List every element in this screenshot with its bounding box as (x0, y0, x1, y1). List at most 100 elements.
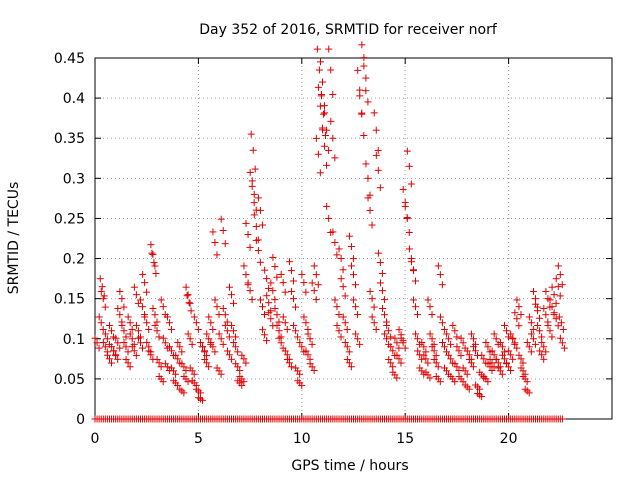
data-point (354, 66, 362, 74)
data-point (174, 381, 182, 389)
data-point (150, 259, 158, 267)
data-point (356, 340, 364, 348)
data-point (405, 228, 413, 236)
data-point (232, 343, 240, 351)
data-point (265, 284, 273, 292)
data-point (490, 363, 498, 371)
data-point (180, 389, 188, 397)
data-point (267, 315, 275, 323)
data-point (265, 309, 273, 317)
data-point (145, 325, 153, 333)
data-point (151, 311, 159, 319)
data-point (343, 343, 351, 351)
data-point (542, 348, 550, 356)
data-point (352, 330, 360, 338)
data-point (492, 335, 500, 343)
data-point (343, 355, 351, 363)
data-point (536, 327, 544, 335)
data-point (451, 360, 459, 368)
data-point (488, 367, 496, 375)
data-point (182, 367, 190, 375)
data-point (306, 360, 314, 368)
data-point (329, 134, 337, 142)
data-point (180, 372, 188, 380)
data-point (275, 318, 283, 326)
data-point (511, 339, 519, 347)
data-point (399, 185, 407, 193)
data-point (312, 271, 320, 279)
x-tick-label: 5 (194, 431, 203, 447)
data-point (370, 109, 378, 117)
data-point (529, 325, 537, 333)
data-point (99, 295, 107, 303)
x-tick-label: 10 (293, 431, 311, 447)
data-point (414, 335, 422, 343)
data-point (120, 303, 128, 311)
y-tick-label: 0.15 (54, 292, 85, 308)
data-point (124, 313, 132, 321)
data-point (211, 348, 219, 356)
data-point (178, 348, 186, 356)
data-point (559, 325, 567, 333)
data-point (465, 355, 473, 363)
data-point (449, 321, 457, 329)
data-point (341, 319, 349, 327)
data-point (174, 338, 182, 346)
data-point (409, 267, 417, 275)
data-point (343, 325, 351, 333)
data-point (153, 355, 161, 363)
data-point (263, 275, 271, 283)
data-point (372, 151, 380, 159)
data-point (358, 41, 366, 49)
data-point (143, 288, 151, 296)
data-point (364, 98, 372, 106)
data-point (283, 355, 291, 363)
data-point (114, 304, 122, 312)
data-point (527, 319, 535, 327)
data-point (120, 327, 128, 335)
data-point (99, 338, 107, 346)
data-point (507, 330, 515, 338)
data-point (187, 307, 195, 315)
data-point (213, 364, 221, 372)
data-point (205, 335, 213, 343)
data-point (186, 335, 194, 343)
data-point (381, 311, 389, 319)
data-point (428, 343, 436, 351)
data-point (296, 370, 304, 378)
data-point (153, 327, 161, 335)
data-point (370, 303, 378, 311)
data-point (455, 372, 463, 380)
data-point (101, 330, 109, 338)
data-point (441, 364, 449, 372)
data-point (397, 359, 405, 367)
data-point (513, 315, 521, 323)
tick-layer (94, 57, 612, 420)
data-point (244, 230, 252, 238)
data-point (126, 363, 134, 371)
data-point (399, 339, 407, 347)
data-point (248, 177, 256, 185)
data-point (457, 352, 465, 360)
data-point (507, 351, 515, 359)
data-point (93, 339, 101, 347)
data-point (447, 372, 455, 380)
data-point (412, 303, 420, 311)
data-point (447, 355, 455, 363)
data-point (331, 154, 339, 162)
data-point (95, 313, 103, 321)
data-point (108, 327, 116, 335)
data-point (292, 364, 300, 372)
data-point (505, 347, 513, 355)
data-point (290, 321, 298, 329)
data-point (451, 378, 459, 386)
data-point (414, 311, 422, 319)
data-point (538, 338, 546, 346)
data-point (490, 330, 498, 338)
data-point (230, 338, 238, 346)
data-point (98, 283, 106, 291)
data-point (378, 287, 386, 295)
data-point (161, 339, 169, 347)
data-point (534, 307, 542, 315)
data-point (298, 270, 306, 278)
